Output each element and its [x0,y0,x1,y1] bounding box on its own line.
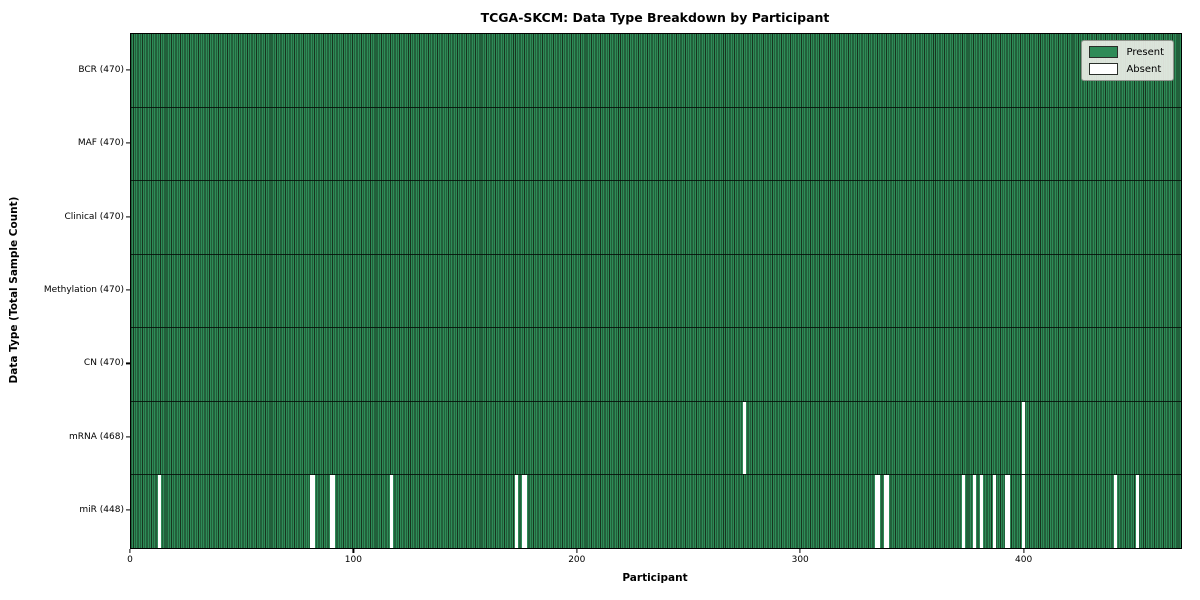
y-tick-label: Clinical (470) [64,211,124,222]
y-tick-mark [126,215,130,218]
heatmap-row-MAF [131,106,1181,181]
y-tick-label: BCR (470) [78,64,124,75]
y-tick-label: CN (470) [83,358,124,369]
x-tick-label: 100 [344,554,362,565]
absent-mark [1004,475,1008,548]
legend-swatch-icon [1089,46,1119,58]
absent-mark [157,475,161,548]
absent-mark [877,475,881,548]
legend-label: Absent [1126,63,1162,75]
heatmap-row-Clinical [131,180,1181,254]
y-tick-label: mRNA (468) [69,431,124,442]
absent-mark [390,475,394,548]
x-axis-title: Participant [622,572,688,584]
x-tick-label: 0 [127,554,133,565]
y-tick-mark [126,436,130,438]
x-axis-ticks: 0 100 200 300 400 [127,548,1180,579]
heatmap-row-mRNA [131,400,1181,475]
x-tick-label: 300 [791,554,809,565]
absent-mark [1022,401,1026,475]
heatmap-row-miR [131,474,1181,548]
absent-mark [332,475,336,548]
absent-mark [962,475,966,548]
absent-mark [743,401,747,475]
x-tick-mark [799,548,801,553]
absent-mark [521,475,525,548]
absent-mark [874,475,878,548]
heatmap-plot-area [130,33,1182,549]
y-tick-mark [126,362,130,365]
y-tick-label: miR (448) [79,505,124,516]
heatmap-row-BCR [131,34,1181,107]
absent-mark [1136,475,1140,548]
legend-item-present: Present [1089,46,1164,58]
legend-label: Present [1126,46,1164,58]
absent-mark [329,475,333,548]
heatmap-row-Methylation [131,253,1181,328]
absent-mark [1006,475,1010,548]
x-tick-mark [352,548,354,553]
absent-mark [993,475,997,548]
y-axis-labels: BCR (470) MAF (470) Clinical (470) Methylat… [0,33,130,547]
absent-mark [883,475,887,548]
y-tick-mark [126,142,130,144]
absent-mark [309,475,313,548]
absent-mark [524,475,528,548]
y-tick-mark [126,289,130,291]
chart-title: TCGA-SKCM: Data Type Breakdown by Partic… [480,10,830,25]
heatmap-row-CN [131,327,1181,401]
absent-mark [515,475,519,548]
y-tick-mark [126,509,130,511]
absent-mark [886,475,890,548]
absent-mark [1113,475,1117,548]
y-tick-label: Methylation (470) [43,285,124,295]
absent-mark [1022,475,1026,548]
x-tick-mark [1023,548,1025,553]
legend-swatch-icon [1089,63,1119,75]
y-tick-label: MAF (470) [77,138,124,149]
y-tick-mark [126,69,130,71]
absent-mark [979,475,983,548]
x-tick-label: 400 [1015,554,1033,565]
legend-item-absent: Absent [1089,63,1164,75]
x-tick-label: 200 [568,554,586,565]
x-tick-mark [129,548,131,553]
absent-mark [311,475,315,548]
x-tick-mark [576,548,578,553]
legend: Present Absent [1081,40,1174,81]
absent-mark [973,475,977,548]
